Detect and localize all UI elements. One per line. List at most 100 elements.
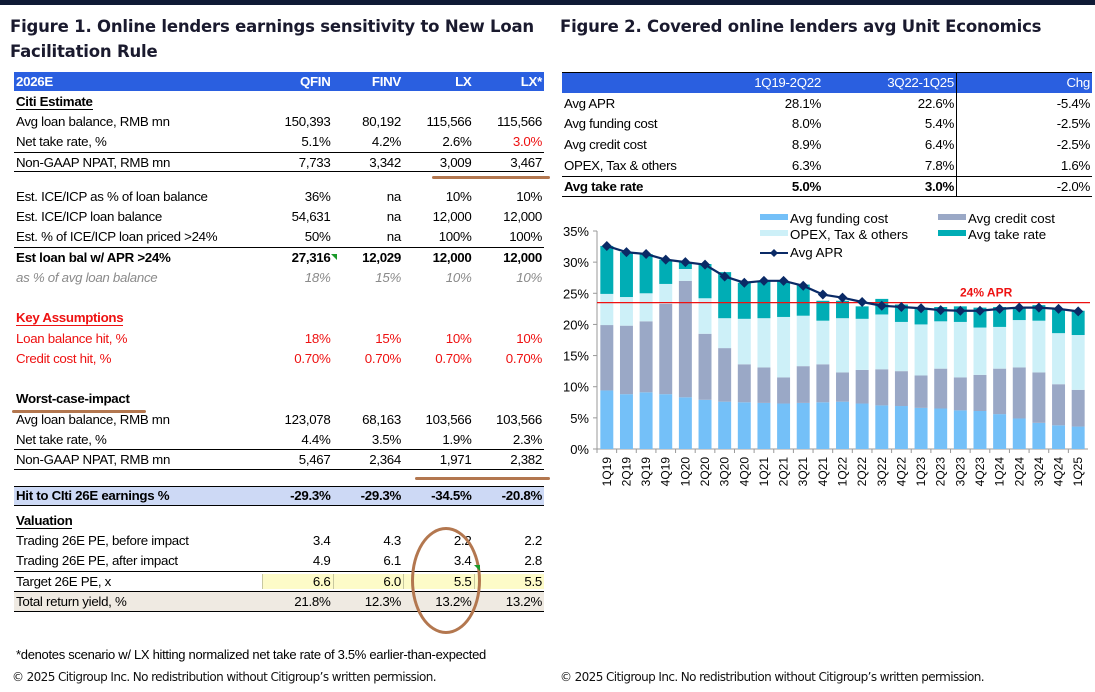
legend-label: Avg take rate bbox=[968, 227, 1046, 242]
y-tick-label: 25% bbox=[563, 286, 589, 301]
table-row: Loan balance hit, % 18% 15% 10% 10% bbox=[14, 328, 544, 348]
cell: 1,971 bbox=[439, 452, 472, 468]
x-tick-label: 4Q22 bbox=[894, 457, 908, 487]
header-label: 2026E bbox=[16, 74, 53, 89]
bar-segment-avg-take-rate bbox=[973, 307, 987, 328]
bar-segment-avg-credit-cost bbox=[757, 367, 771, 403]
cell: 115,566 bbox=[426, 113, 472, 129]
avg-apr-marker bbox=[994, 303, 1005, 314]
x-tick-label: 1Q21 bbox=[757, 457, 771, 487]
bar-segment-avg-credit-cost bbox=[1052, 384, 1066, 426]
y-tick-label: 10% bbox=[563, 380, 589, 395]
row-label: Loan balance hit, % bbox=[16, 330, 128, 346]
cell: -2.5% bbox=[1056, 116, 1091, 132]
row-label: Non-GAAP NPAT, RMB mn bbox=[16, 452, 171, 468]
bar-segment-opex-tax-others bbox=[639, 293, 653, 322]
y-tick-label: 20% bbox=[563, 317, 589, 332]
cell: 18% bbox=[304, 330, 331, 346]
row-label: Trading 26E PE, after impact bbox=[16, 553, 178, 569]
avg-apr-marker bbox=[758, 275, 769, 286]
bar-segment-avg-take-rate bbox=[600, 245, 614, 294]
annotation-underline bbox=[12, 410, 146, 413]
avg-apr-marker bbox=[1053, 303, 1064, 314]
bar-segment-opex-tax-others bbox=[973, 327, 987, 375]
cell: 3,342 bbox=[369, 154, 401, 170]
cell: 150,393 bbox=[284, 113, 331, 129]
bar-segment-avg-take-rate bbox=[914, 307, 928, 325]
cell: 80,192 bbox=[362, 113, 401, 129]
cell: 10% bbox=[516, 330, 542, 346]
bar-segment-avg-take-rate bbox=[718, 272, 732, 319]
bar-segment-avg-take-rate bbox=[1012, 307, 1026, 321]
avg-apr-marker bbox=[955, 305, 966, 316]
figure1-table: 2026E QFIN FINV LX LX* Citi Estimate Avg… bbox=[14, 72, 544, 612]
bar-segment-avg-funding-cost bbox=[737, 402, 751, 449]
bar-segment-avg-funding-cost bbox=[973, 411, 987, 449]
x-tick-label: 3Q21 bbox=[796, 457, 810, 487]
avg-apr-marker bbox=[1014, 302, 1025, 313]
bar-segment-avg-credit-cost bbox=[875, 369, 889, 406]
cell: na bbox=[386, 209, 402, 225]
cell: 6.0 bbox=[332, 574, 403, 590]
cell: 6.1 bbox=[383, 553, 401, 569]
x-tick-label: 1Q19 bbox=[600, 457, 614, 487]
cell: 10% bbox=[445, 270, 472, 286]
bar-segment-avg-funding-cost bbox=[659, 394, 673, 449]
bar-segment-opex-tax-others bbox=[659, 283, 673, 304]
bar-segment-avg-funding-cost bbox=[894, 406, 908, 449]
cell: 1.9% bbox=[442, 431, 472, 447]
avg-apr-marker bbox=[601, 240, 612, 251]
cell: 12.3% bbox=[364, 593, 402, 609]
cell: 7.8% bbox=[823, 155, 957, 176]
table-row: as % of avg loan balance 18% 15% 10% 10% bbox=[14, 267, 544, 287]
bar-segment-opex-tax-others bbox=[894, 321, 908, 372]
avg-apr-marker bbox=[739, 277, 750, 288]
cell: 4.9 bbox=[312, 553, 331, 569]
header-col: LX bbox=[455, 74, 472, 89]
cell: 6.4% bbox=[823, 134, 957, 156]
bar-segment-avg-take-rate bbox=[816, 300, 830, 321]
cell: 12,000 bbox=[503, 250, 542, 266]
avg-apr-marker bbox=[876, 300, 887, 311]
bar-segment-opex-tax-others bbox=[698, 298, 712, 334]
cell: 3,467 bbox=[510, 154, 542, 170]
cell: 12,000 bbox=[503, 209, 542, 225]
row-label: Credit cost hit, % bbox=[16, 350, 112, 366]
row-label: Target 26E PE, x bbox=[16, 574, 111, 590]
annotation-circle bbox=[411, 527, 481, 634]
bar-segment-avg-credit-cost bbox=[1012, 367, 1026, 419]
y-tick-label: 15% bbox=[563, 349, 589, 364]
avg-apr-marker bbox=[974, 305, 985, 316]
bar-segment-avg-credit-cost bbox=[698, 333, 712, 400]
cell: 6.3% bbox=[791, 158, 821, 174]
avg-apr-marker bbox=[935, 305, 946, 316]
bar-segment-opex-tax-others bbox=[737, 318, 751, 365]
cell: 2.2 bbox=[524, 532, 542, 548]
table-row: Est. ICE/ICP as % of loan balance 36% na… bbox=[14, 186, 544, 206]
cell: 28.1% bbox=[784, 95, 822, 111]
row-label: Est loan bal w/ APR >24% bbox=[16, 250, 171, 266]
avg-apr-marker bbox=[916, 303, 927, 314]
x-tick-label: 3Q24 bbox=[1032, 457, 1046, 487]
bar-segment-avg-credit-cost bbox=[659, 303, 673, 395]
bar-segment-avg-take-rate bbox=[993, 306, 1007, 327]
header-col: Chg bbox=[1066, 75, 1091, 91]
cell: -20.8% bbox=[501, 488, 543, 504]
bar-segment-avg-credit-cost bbox=[914, 375, 928, 408]
avg-apr-marker bbox=[660, 254, 671, 265]
reference-line-label: 24% APR bbox=[960, 286, 1013, 300]
cell: 15% bbox=[375, 330, 401, 346]
bar-segment-avg-credit-cost bbox=[953, 377, 967, 411]
table-row: Est. ICE/ICP loan balance 54,631 na 12,0… bbox=[14, 206, 544, 226]
bar-segment-avg-credit-cost bbox=[777, 377, 791, 404]
cell: 13.2% bbox=[505, 593, 543, 609]
cell: 36% bbox=[304, 188, 331, 204]
bar-segment-avg-credit-cost bbox=[993, 368, 1007, 415]
bar-segment-avg-take-rate bbox=[855, 306, 869, 319]
bar-segment-opex-tax-others bbox=[1052, 333, 1066, 385]
bar-segment-avg-credit-cost bbox=[934, 368, 948, 409]
bar-segment-avg-credit-cost bbox=[1032, 372, 1046, 423]
avg-apr-marker bbox=[798, 280, 809, 291]
cell: 10% bbox=[445, 330, 472, 346]
bar-segment-avg-funding-cost bbox=[1012, 418, 1026, 449]
